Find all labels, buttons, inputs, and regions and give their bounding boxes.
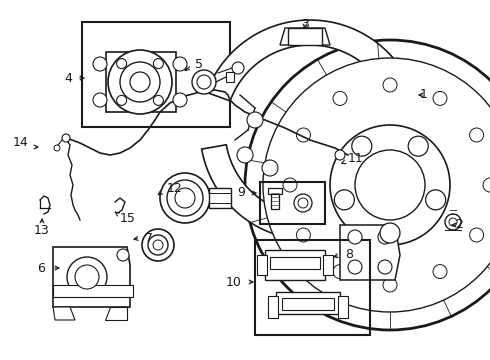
Circle shape [175,188,195,208]
Text: 3: 3 [301,18,309,31]
Bar [226,72,234,82]
Circle shape [237,147,253,163]
Text: 9: 9 [237,186,245,199]
Circle shape [232,62,244,74]
Circle shape [167,180,203,216]
Bar [268,296,278,318]
Text: 15: 15 [120,211,136,225]
Text: 14: 14 [12,136,28,149]
Text: 13: 13 [34,224,50,237]
Bar [209,188,231,208]
Bar [271,191,279,209]
Text: 11: 11 [348,152,364,165]
Circle shape [383,278,397,292]
Circle shape [296,128,310,142]
Polygon shape [53,247,130,307]
Circle shape [330,125,450,245]
Bar [255,240,370,335]
Circle shape [173,57,187,71]
Circle shape [348,230,362,244]
Bar [53,285,133,297]
Circle shape [380,223,400,243]
Circle shape [298,198,308,208]
Bar [338,296,348,318]
Polygon shape [280,28,330,45]
Bar [323,255,333,275]
Circle shape [108,50,172,114]
Text: 6: 6 [37,261,45,274]
Circle shape [469,128,484,142]
Bar [257,255,267,275]
Circle shape [283,178,297,192]
Circle shape [153,240,163,250]
Circle shape [263,58,490,312]
Text: 2: 2 [455,219,463,231]
Circle shape [67,257,107,297]
Text: 4: 4 [64,72,72,85]
Polygon shape [53,307,75,320]
Bar [265,250,325,280]
Circle shape [262,160,278,176]
Circle shape [348,260,362,274]
Circle shape [247,112,263,128]
Circle shape [335,150,345,160]
Circle shape [433,91,447,105]
Bar [82,22,230,127]
Circle shape [383,78,397,92]
Circle shape [294,194,312,212]
Circle shape [173,93,187,107]
Circle shape [62,134,70,142]
Circle shape [378,260,392,274]
Circle shape [333,265,347,279]
Text: 10: 10 [226,275,242,288]
Bar [260,182,325,224]
Circle shape [153,59,163,69]
Circle shape [160,173,210,223]
Circle shape [120,62,160,102]
Circle shape [148,235,168,255]
Circle shape [445,214,461,230]
Circle shape [54,145,60,151]
Polygon shape [106,52,176,112]
Text: 1: 1 [420,89,428,102]
Circle shape [449,218,457,226]
Circle shape [333,91,347,105]
Circle shape [153,95,163,105]
Circle shape [355,150,425,220]
Circle shape [483,178,490,192]
Circle shape [426,190,445,210]
Circle shape [408,136,428,156]
Bar [268,188,282,194]
Circle shape [117,95,126,105]
Circle shape [117,249,129,261]
Circle shape [197,75,211,89]
Text: 5: 5 [195,58,203,72]
Bar [270,257,320,269]
Circle shape [334,190,354,210]
Circle shape [433,265,447,279]
Text: 12: 12 [167,181,183,194]
Circle shape [93,93,107,107]
Circle shape [192,70,216,94]
Polygon shape [105,307,127,320]
Circle shape [378,230,392,244]
Polygon shape [202,20,420,240]
Circle shape [117,59,126,69]
Text: 7: 7 [145,231,153,244]
Circle shape [469,228,484,242]
Bar [282,298,334,310]
Circle shape [75,265,99,289]
Circle shape [142,229,174,261]
Bar [276,292,340,314]
Polygon shape [340,225,400,280]
Circle shape [352,136,372,156]
Circle shape [93,57,107,71]
Circle shape [130,72,150,92]
Circle shape [245,40,490,330]
Circle shape [296,228,310,242]
Text: 8: 8 [345,248,353,261]
Bar [288,28,322,45]
